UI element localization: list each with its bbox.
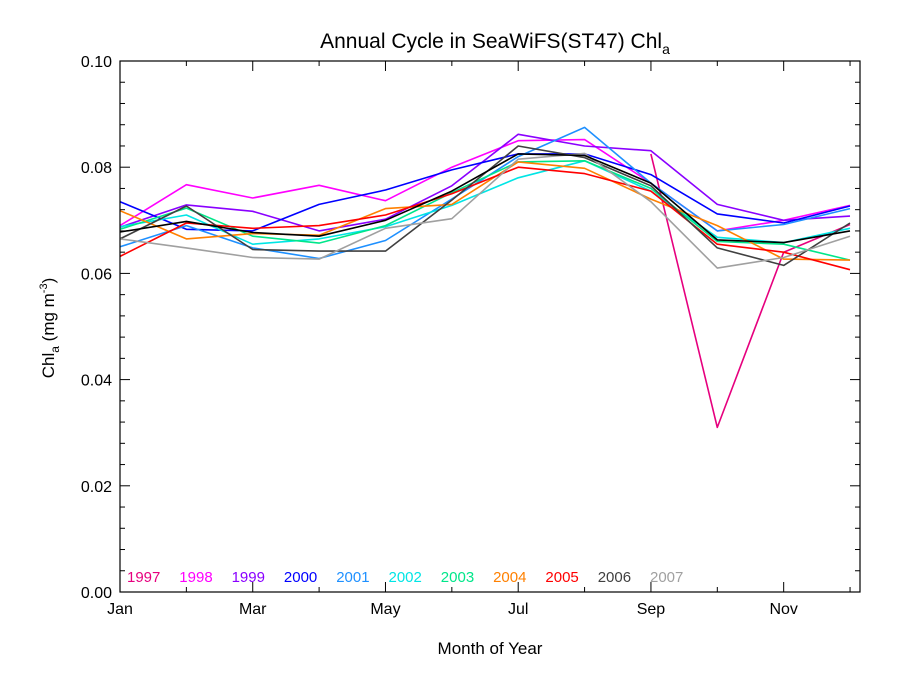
x-tick-label: May — [370, 601, 400, 618]
series-line-2003 — [119, 160, 851, 261]
legend-entry-2003: 2003 — [441, 569, 474, 586]
y-axis-label-units: (mg m — [39, 293, 58, 346]
x-tick-label: Nov — [769, 601, 797, 618]
y-tick-label: 0.02 — [81, 479, 112, 496]
series-line-2002 — [119, 160, 851, 245]
x-axis-label: Month of Year — [438, 639, 543, 658]
y-axis-label-close: ) — [39, 278, 58, 284]
y-axis-label-subscript: a — [48, 346, 62, 353]
series-line-1999 — [119, 133, 851, 232]
legend-entry-2006: 2006 — [598, 569, 631, 586]
y-tick-label: 0.06 — [81, 266, 112, 283]
chart-title-main: Annual Cycle in SeaWiFS(ST47) Chl — [320, 30, 662, 53]
axes: 0.00 0.02 0.04 0.06 0.08 0.10 Jan Mar May Jul Sep N… — [81, 54, 861, 618]
y-tick-label: 0.10 — [81, 54, 112, 71]
series-line-2004 — [119, 161, 851, 261]
x-tick-label: Jul — [508, 601, 528, 618]
y-axis-label: Chla (mg m-3) — [38, 278, 62, 379]
legend-entry-2005: 2005 — [545, 569, 578, 586]
y-tick-label: 0.08 — [81, 160, 112, 177]
series-group — [119, 126, 851, 429]
legend-entry-2001: 2001 — [336, 569, 369, 586]
y-axis-label-main: Chl — [39, 353, 58, 379]
legend: 1997 1998 1999 2000 2001 2002 2003 2004 2005 2006… — [127, 569, 683, 586]
legend-entry-2007: 2007 — [650, 569, 683, 586]
x-tick-label: Jan — [107, 601, 133, 618]
plot-frame — [119, 60, 861, 593]
y-tick-label: 0.00 — [81, 585, 112, 602]
y-axis-label-superscript: -3 — [38, 283, 50, 293]
plot-area — [119, 126, 851, 429]
chart-title-subscript: a — [662, 41, 670, 57]
legend-entry-1999: 1999 — [232, 569, 265, 586]
x-tick-label: Mar — [239, 601, 267, 618]
series-line-2005 — [119, 166, 851, 271]
legend-entry-2004: 2004 — [493, 569, 526, 586]
legend-entry-1998: 1998 — [179, 569, 212, 586]
legend-entry-1997: 1997 — [127, 569, 160, 586]
series-line-2007 — [119, 152, 851, 269]
legend-entry-2000: 2000 — [284, 569, 317, 586]
y-tick-label: 0.04 — [81, 373, 112, 390]
chart-title: Annual Cycle in SeaWiFS(ST47) Chla — [320, 30, 670, 57]
series-line-mean — [119, 153, 851, 244]
legend-entry-2002: 2002 — [389, 569, 422, 586]
x-tick-label: Sep — [637, 601, 666, 618]
series-line-1997 — [650, 153, 851, 429]
